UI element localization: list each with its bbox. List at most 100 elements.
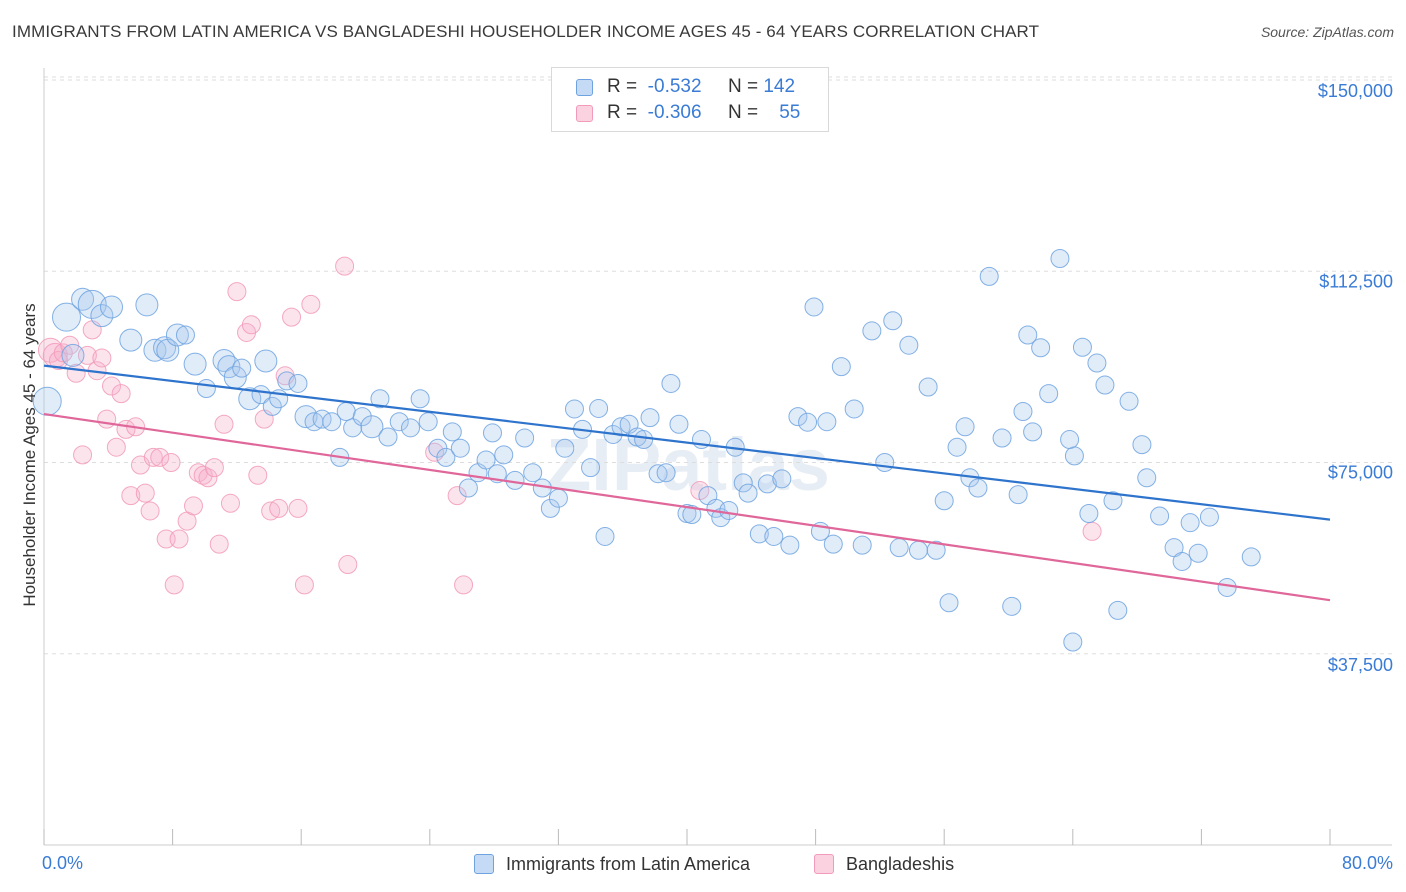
latin-america-point: [581, 458, 601, 478]
latin-america-point: [52, 302, 82, 332]
latin-america-point: [100, 295, 124, 319]
bangladeshi-point: [301, 294, 321, 314]
latin-america-point: [436, 447, 456, 467]
legend-row-latin-america: R = -0.532 N = 142: [576, 75, 795, 99]
latin-america-point: [1008, 485, 1028, 505]
latin-america-point: [992, 428, 1012, 448]
bangladeshi-point: [288, 498, 308, 518]
latin-america-point: [1172, 551, 1192, 571]
latin-america-point: [135, 293, 159, 317]
bottom-legend-label: Bangladeshis: [846, 853, 955, 874]
latin-america-point: [555, 438, 575, 458]
latin-america-point: [1013, 402, 1033, 421]
bangladeshi-point: [73, 445, 93, 465]
y-tick-label: $37,500: [1328, 655, 1393, 675]
y-tick-label: $112,500: [1319, 271, 1393, 291]
latin-america-point: [175, 325, 195, 345]
latin-america-point: [238, 387, 262, 411]
latin-america-point: [817, 412, 837, 432]
legend-r-label: R =: [607, 102, 638, 123]
latin-america-point: [656, 463, 676, 483]
latin-america-point: [733, 473, 753, 493]
bangladeshi-point: [227, 282, 247, 302]
latin-america-point: [1079, 504, 1099, 523]
legend-r-value: -0.532: [647, 76, 702, 97]
trend-lines: [43, 364, 1331, 602]
bangladeshi-point: [214, 414, 234, 434]
bangladeshi-point: [220, 493, 240, 513]
latin-america-point: [442, 422, 462, 442]
bangladeshi-point: [183, 496, 203, 516]
latin-america-point: [232, 358, 252, 378]
latin-america-point: [875, 453, 895, 472]
latin-america-point: [1063, 632, 1083, 652]
latin-america-point: [823, 534, 843, 554]
latin-america-point: [1095, 375, 1115, 395]
latin-america-point: [523, 463, 543, 483]
latin-america-point: [634, 430, 654, 450]
x-tick-label: 80.0%: [1342, 853, 1393, 873]
latin-america-point: [143, 338, 167, 362]
watermark: ZIPatlas: [546, 423, 830, 506]
bangladeshi-point: [454, 575, 474, 595]
legend-row-bangladeshis: R = -0.306 N = 55: [576, 101, 800, 125]
axes: [43, 68, 1392, 846]
latin-america-point: [804, 297, 824, 317]
bottom-legend-swatch-pink: [814, 854, 834, 874]
latin-america-point: [262, 396, 282, 416]
latin-america-point: [934, 491, 954, 511]
latin-america-point: [217, 355, 241, 379]
bangladeshi-point: [294, 575, 314, 595]
x-tick-label: 0.0%: [42, 853, 83, 873]
latin-america-point: [1119, 391, 1139, 411]
legend-r-value: -0.306: [647, 102, 702, 123]
bangladeshi-point: [248, 465, 268, 485]
bangladeshi-point: [92, 348, 112, 368]
latin-america-point: [183, 352, 207, 376]
bottom-legend-label: Immigrants from Latin America: [506, 853, 751, 874]
legend-swatch-pink: [576, 104, 593, 122]
latin-america-point: [889, 538, 909, 558]
latin-america-point: [979, 266, 999, 286]
latin-america-point: [1137, 468, 1157, 488]
latin-america-point: [947, 437, 967, 457]
latin-america-point: [862, 321, 882, 341]
latin-america-point: [899, 335, 919, 355]
latin-america-point: [153, 336, 177, 360]
latin-america-point: [1060, 430, 1080, 450]
latin-america-point: [165, 323, 189, 347]
bangladeshi-point: [335, 256, 355, 276]
latin-america-point: [926, 540, 946, 560]
latin-america-point: [640, 408, 660, 428]
bangladeshi-point: [447, 486, 467, 506]
latin-america-point: [788, 407, 808, 427]
latin-america-point: [1050, 249, 1070, 268]
source-credit: Source: ZipAtlas.com: [1260, 24, 1394, 40]
latin-america-point: [294, 405, 318, 429]
latin-america-point: [661, 373, 681, 393]
latin-america-point: [831, 357, 851, 377]
bangladeshi-point: [164, 575, 184, 595]
latin-america-point: [918, 377, 938, 397]
latin-america-point: [1180, 513, 1200, 533]
latin-america-point: [90, 304, 114, 328]
legend-n-value: 142: [763, 76, 796, 97]
latin-america-point: [458, 478, 478, 498]
latin-america-point: [389, 412, 409, 432]
bangladeshi-point: [121, 486, 141, 506]
latin-america-point: [589, 398, 609, 418]
legend-swatch-blue: [576, 78, 593, 96]
latin-america-point: [955, 417, 975, 437]
bangladeshi-point: [150, 447, 170, 467]
latin-america-point: [1023, 422, 1043, 442]
y-tick-labels: $37,500 $75,000 $112,500 $150,000: [1318, 81, 1393, 675]
latin-america-point: [212, 349, 236, 372]
latin-america-point: [844, 399, 864, 419]
latin-america-point: [772, 469, 792, 489]
latin-america-point: [1132, 435, 1152, 455]
bangladeshi-point: [209, 534, 229, 554]
latin-america-point: [288, 373, 308, 393]
bangladeshi-point: [161, 453, 181, 472]
latin-america-point: [540, 498, 560, 518]
